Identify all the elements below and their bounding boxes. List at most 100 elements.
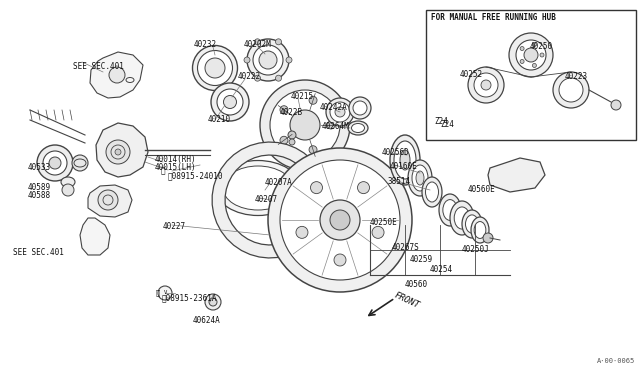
Circle shape — [109, 67, 125, 83]
Ellipse shape — [349, 97, 371, 119]
Polygon shape — [88, 185, 132, 217]
Circle shape — [358, 182, 369, 194]
Ellipse shape — [198, 51, 232, 86]
Ellipse shape — [454, 207, 470, 229]
Circle shape — [37, 145, 73, 181]
Circle shape — [559, 78, 583, 102]
Polygon shape — [90, 52, 143, 98]
Circle shape — [209, 298, 217, 306]
Circle shape — [205, 294, 221, 310]
Ellipse shape — [422, 177, 442, 207]
Ellipse shape — [193, 45, 237, 90]
Circle shape — [158, 286, 172, 300]
Ellipse shape — [462, 210, 482, 238]
Polygon shape — [96, 123, 148, 177]
Circle shape — [98, 190, 118, 210]
Ellipse shape — [216, 160, 301, 215]
Ellipse shape — [223, 96, 237, 109]
Circle shape — [516, 40, 546, 70]
Ellipse shape — [450, 201, 474, 235]
Text: 40560E: 40560E — [468, 185, 496, 194]
Circle shape — [290, 110, 320, 140]
Circle shape — [520, 60, 524, 64]
Circle shape — [330, 210, 350, 230]
Circle shape — [327, 121, 335, 129]
Circle shape — [532, 64, 536, 67]
Text: 40250J: 40250J — [462, 245, 490, 254]
Ellipse shape — [390, 135, 420, 185]
Circle shape — [532, 42, 536, 46]
Text: 40222: 40222 — [238, 72, 261, 81]
Ellipse shape — [471, 217, 489, 243]
Text: 40256D: 40256D — [382, 148, 410, 157]
Ellipse shape — [400, 150, 410, 170]
Circle shape — [280, 160, 400, 280]
Circle shape — [540, 53, 544, 57]
Text: 40259: 40259 — [410, 255, 433, 264]
Circle shape — [268, 148, 412, 292]
Circle shape — [62, 184, 74, 196]
Circle shape — [320, 200, 360, 240]
Ellipse shape — [330, 102, 350, 122]
Text: Z24: Z24 — [440, 120, 454, 129]
Text: FOR MANUAL FREE RUNNING HUB: FOR MANUAL FREE RUNNING HUB — [431, 13, 556, 22]
Text: SEE SEC.401: SEE SEC.401 — [13, 248, 64, 257]
Text: 4022B: 4022B — [280, 108, 303, 117]
Circle shape — [474, 73, 498, 97]
Text: 40250: 40250 — [530, 42, 553, 51]
Text: 40202M: 40202M — [244, 40, 272, 49]
Circle shape — [288, 131, 296, 139]
Text: 40267S: 40267S — [392, 243, 420, 252]
Circle shape — [275, 39, 282, 45]
Ellipse shape — [443, 200, 457, 220]
Text: 40533: 40533 — [28, 163, 51, 172]
Ellipse shape — [259, 51, 277, 69]
Circle shape — [468, 67, 504, 103]
Ellipse shape — [351, 124, 365, 132]
Text: 40242A: 40242A — [320, 103, 348, 112]
Text: 40232: 40232 — [194, 40, 217, 49]
Circle shape — [309, 96, 317, 104]
Circle shape — [483, 233, 493, 243]
Text: 40624A: 40624A — [193, 316, 221, 325]
Circle shape — [611, 100, 621, 110]
Text: 40264M: 40264M — [322, 122, 349, 131]
Text: 40014(RH): 40014(RH) — [155, 155, 196, 164]
Circle shape — [481, 80, 491, 90]
Text: SEE SEC.401: SEE SEC.401 — [73, 62, 124, 71]
Ellipse shape — [416, 171, 424, 185]
Circle shape — [115, 149, 121, 155]
Bar — [426, 10, 636, 140]
Circle shape — [275, 75, 282, 81]
Ellipse shape — [426, 182, 438, 202]
Ellipse shape — [408, 160, 432, 196]
Ellipse shape — [412, 165, 428, 191]
Text: FRONT: FRONT — [393, 290, 421, 310]
Text: 40589: 40589 — [28, 183, 51, 192]
Circle shape — [280, 106, 288, 114]
Circle shape — [106, 140, 130, 164]
Circle shape — [255, 75, 260, 81]
Circle shape — [334, 254, 346, 266]
Circle shape — [244, 57, 250, 63]
Ellipse shape — [211, 83, 249, 121]
Ellipse shape — [465, 215, 479, 233]
Text: V: V — [163, 291, 166, 295]
Text: 40207: 40207 — [255, 195, 278, 204]
Text: Ⓥ08915-2361A: Ⓥ08915-2361A — [162, 293, 218, 302]
Text: Ⓥ08915-24010: Ⓥ08915-24010 — [168, 171, 223, 180]
Text: 38514: 38514 — [388, 177, 411, 186]
Circle shape — [43, 151, 67, 175]
Text: 40015(LH): 40015(LH) — [155, 163, 196, 172]
Text: 40160E: 40160E — [390, 162, 418, 171]
Text: 40215: 40215 — [291, 92, 314, 101]
Text: Ⓥ: Ⓥ — [156, 290, 160, 296]
Ellipse shape — [253, 45, 283, 75]
Text: 40252: 40252 — [460, 70, 483, 79]
Circle shape — [289, 139, 295, 145]
Text: 40207A: 40207A — [265, 178, 292, 187]
Ellipse shape — [335, 107, 345, 117]
Circle shape — [553, 72, 589, 108]
Ellipse shape — [247, 39, 289, 81]
Ellipse shape — [353, 101, 367, 115]
